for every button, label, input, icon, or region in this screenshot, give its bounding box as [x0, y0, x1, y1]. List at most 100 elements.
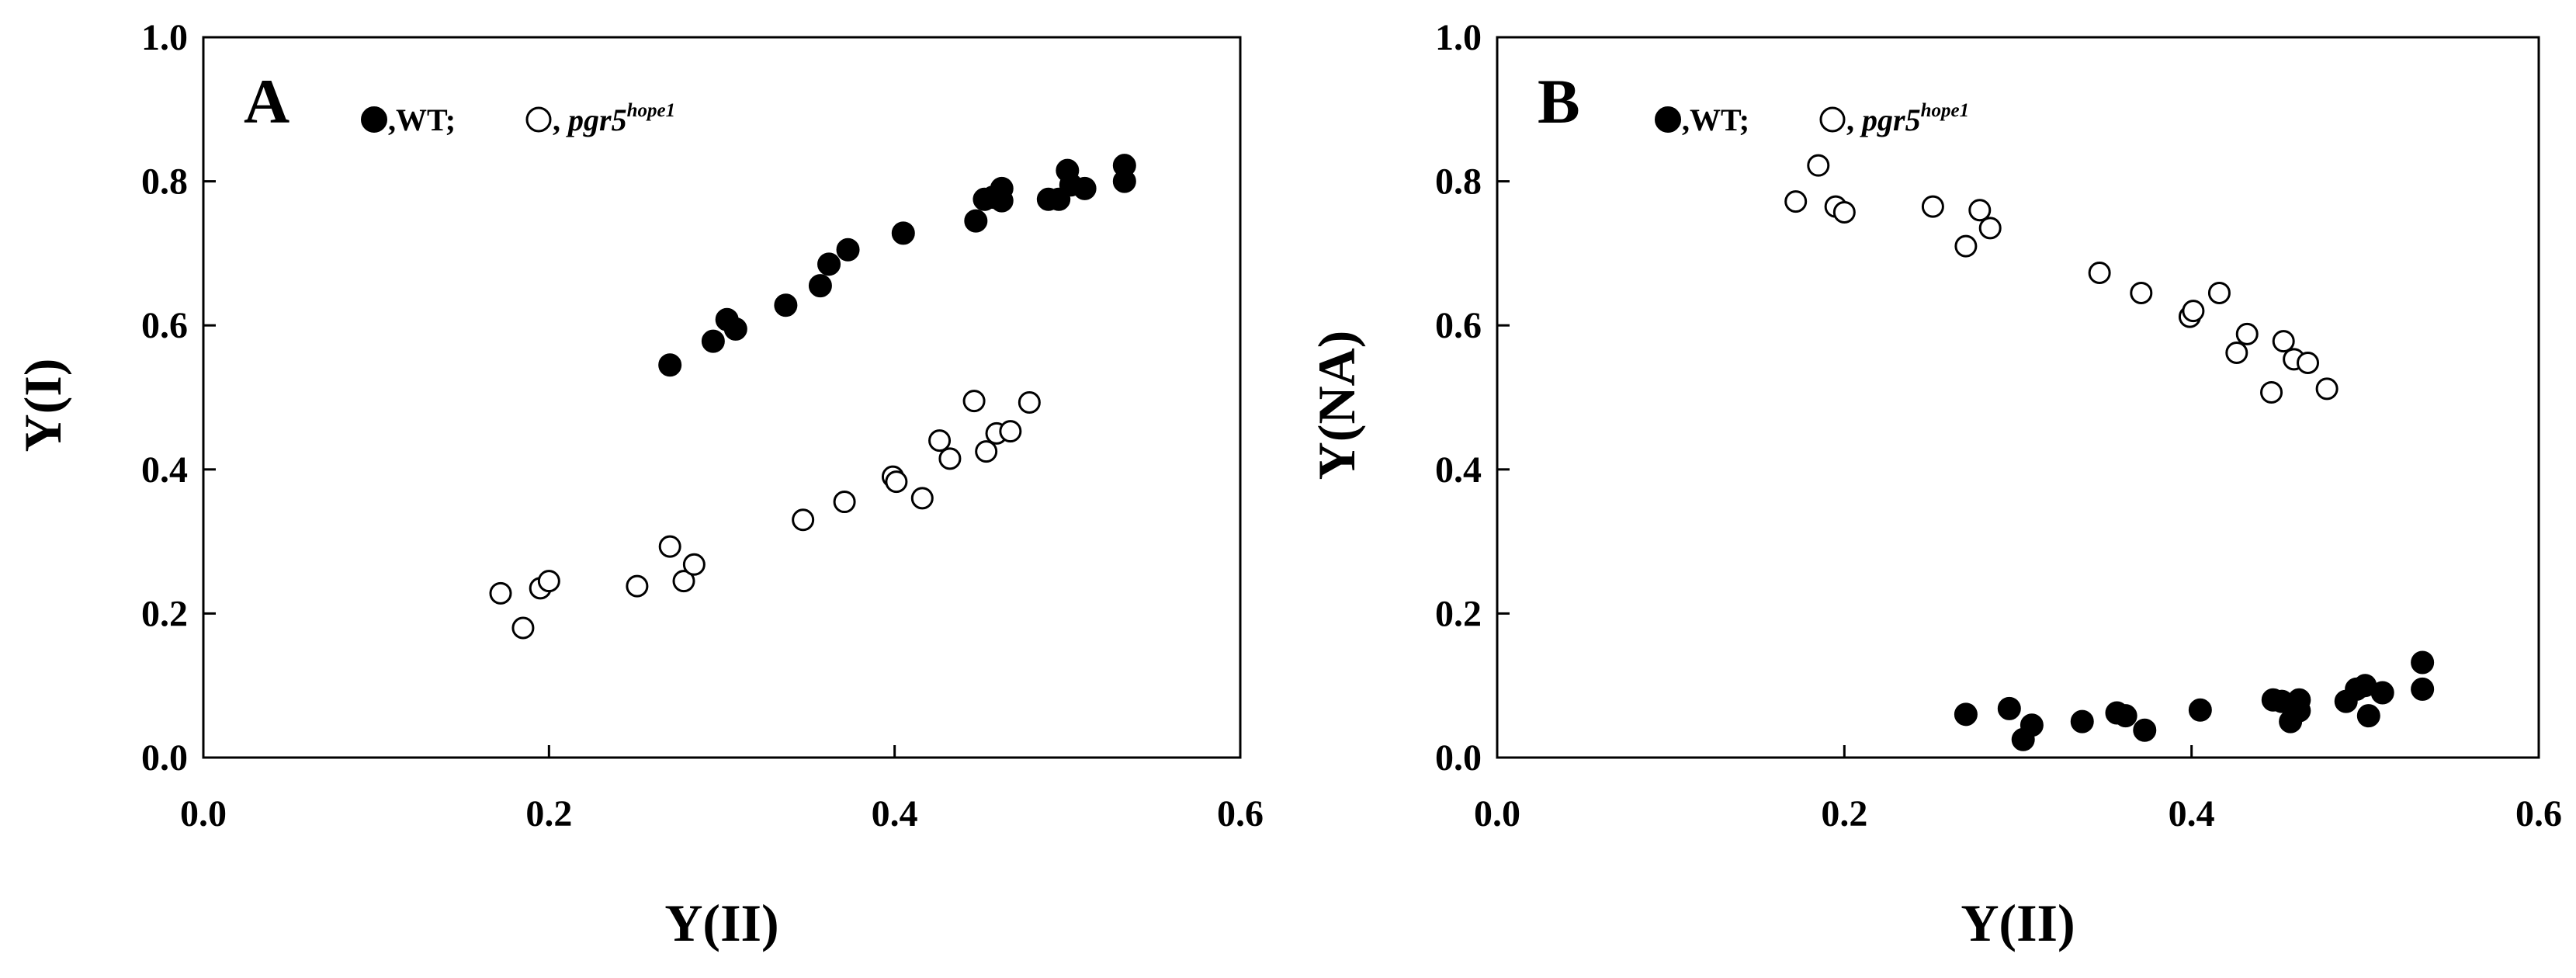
data-point-wt [1997, 696, 2021, 720]
data-point-pgr5 [999, 420, 1022, 443]
data-point-wt [2070, 709, 2094, 734]
legend-label-pgr5: , pgr5hope1 [1846, 100, 1969, 137]
data-point-wt [964, 209, 988, 233]
data-point-pgr5 [658, 535, 681, 558]
data-point-wt [990, 176, 1014, 200]
data-point-pgr5 [833, 491, 856, 514]
data-point-pgr5 [2297, 351, 2320, 374]
legend-sep: , [388, 102, 396, 137]
data-point-pgr5 [2130, 281, 2153, 304]
data-point-pgr5 [1978, 217, 2002, 240]
y-tick-label: 0.4 [141, 449, 188, 491]
y-tick-label: 0.2 [141, 593, 188, 634]
panel-b: 0.0 0.2 0.4 0.6 0.8 1.0 0.0 0.2 0.4 0.6 Y(II) Y(NA)… [1307, 17, 2562, 952]
y-axis-title: Y(NA) [1307, 331, 1366, 480]
data-point-pgr5 [2260, 381, 2283, 404]
y-tick-label: 0.4 [1435, 449, 1482, 491]
legend-label-pgr5: , pgr5hope1 [553, 100, 675, 137]
y-tick-label: 0.0 [1435, 737, 1482, 779]
legend-marker-open [525, 106, 552, 133]
panel-letter: B [1538, 66, 1580, 137]
y-tick-label: 1.0 [1435, 17, 1482, 58]
x-tick-label: 0.6 [2515, 793, 2562, 834]
series-open [489, 390, 1041, 640]
y-axis-title: Y(I) [13, 359, 72, 453]
data-point-wt [1112, 154, 1136, 178]
data-point-wt [891, 221, 915, 245]
legend-label-wt: ,WT; [388, 102, 456, 137]
legend: ,WT;, pgr5hope1 [361, 100, 675, 137]
data-point-pgr5 [2207, 281, 2231, 304]
legend-sep: , [553, 102, 560, 137]
legend-sep: , [1682, 102, 1690, 137]
y-tick-label: 0.6 [141, 305, 188, 346]
x-tick-label: 0.4 [2169, 793, 2215, 834]
x-tick-label: 0.0 [180, 793, 227, 834]
x-tick-label: 0.2 [1821, 793, 1867, 834]
data-point-wt [2020, 713, 2044, 737]
data-point-wt [1954, 702, 1978, 727]
data-point-pgr5 [2235, 322, 2259, 345]
legend-end: ; [1739, 102, 1749, 137]
data-point-pgr5 [2182, 300, 2205, 323]
data-point-wt [2370, 681, 2394, 705]
y-tick-label: 0.6 [1435, 305, 1482, 346]
data-point-wt [2287, 699, 2311, 723]
data-point-pgr5 [1968, 199, 1992, 222]
plot-frame [202, 36, 1242, 759]
plot-frame [1496, 36, 2540, 759]
x-axis-title: Y(II) [664, 893, 778, 952]
data-point-pgr5 [682, 553, 706, 576]
legend-text-wt: WT [396, 102, 448, 137]
data-point-pgr5 [537, 570, 560, 593]
legend-marker-filled [1655, 106, 1681, 133]
data-point-wt [2411, 650, 2435, 675]
x-tick-label: 0.2 [525, 793, 572, 834]
legend-end: ; [446, 102, 456, 137]
x-axis-title: Y(II) [1961, 893, 2075, 952]
data-point-wt [2356, 704, 2380, 728]
legend-sup-hope1: hope1 [1921, 100, 1970, 121]
data-point-pgr5 [962, 390, 986, 413]
legend-text-wt: WT [1690, 102, 1742, 137]
data-point-pgr5 [910, 487, 934, 510]
y-tick-label: 0.8 [1435, 161, 1482, 203]
y-tick-label: 0.0 [141, 737, 188, 779]
data-point-wt [2133, 718, 2157, 742]
y-tick-label: 0.2 [1435, 593, 1482, 634]
data-point-pgr5 [975, 440, 998, 463]
data-point-pgr5 [672, 570, 695, 593]
legend: ,WT;, pgr5hope1 [1655, 100, 1969, 137]
data-point-pgr5 [489, 581, 512, 605]
data-point-pgr5 [1832, 201, 1856, 224]
data-point-pgr5 [1807, 154, 1830, 177]
data-point-wt [817, 252, 841, 276]
legend-text-pgr5: pgr5 [566, 102, 627, 137]
data-point-pgr5 [1784, 190, 1808, 213]
y-tick-label: 0.8 [141, 161, 188, 203]
data-point-wt [658, 353, 682, 377]
data-point-wt [2411, 677, 2435, 701]
data-point-pgr5 [626, 574, 649, 598]
x-tick-label: 0.0 [1474, 793, 1520, 834]
data-point-pgr5 [2315, 377, 2339, 401]
legend-sup-hope1: hope1 [627, 100, 676, 121]
legend-text-pgr5: pgr5 [1860, 102, 1921, 137]
panel-letter: A [244, 66, 289, 137]
legend-marker-open [1819, 106, 1846, 133]
series-open [1784, 154, 2339, 404]
data-point-wt [701, 329, 725, 353]
y-tick-label: 1.0 [141, 17, 188, 58]
series-filled [1954, 650, 2435, 751]
legend-sep: , [1846, 102, 1854, 137]
data-point-wt [836, 238, 860, 262]
data-point-pgr5 [511, 616, 535, 640]
data-point-wt [2188, 698, 2212, 722]
data-point-pgr5 [792, 508, 815, 532]
data-point-pgr5 [1954, 234, 1978, 258]
data-point-wt [774, 293, 798, 317]
data-point-pgr5 [1018, 390, 1041, 414]
data-point-pgr5 [2088, 261, 2111, 284]
series-filled [658, 154, 1136, 377]
